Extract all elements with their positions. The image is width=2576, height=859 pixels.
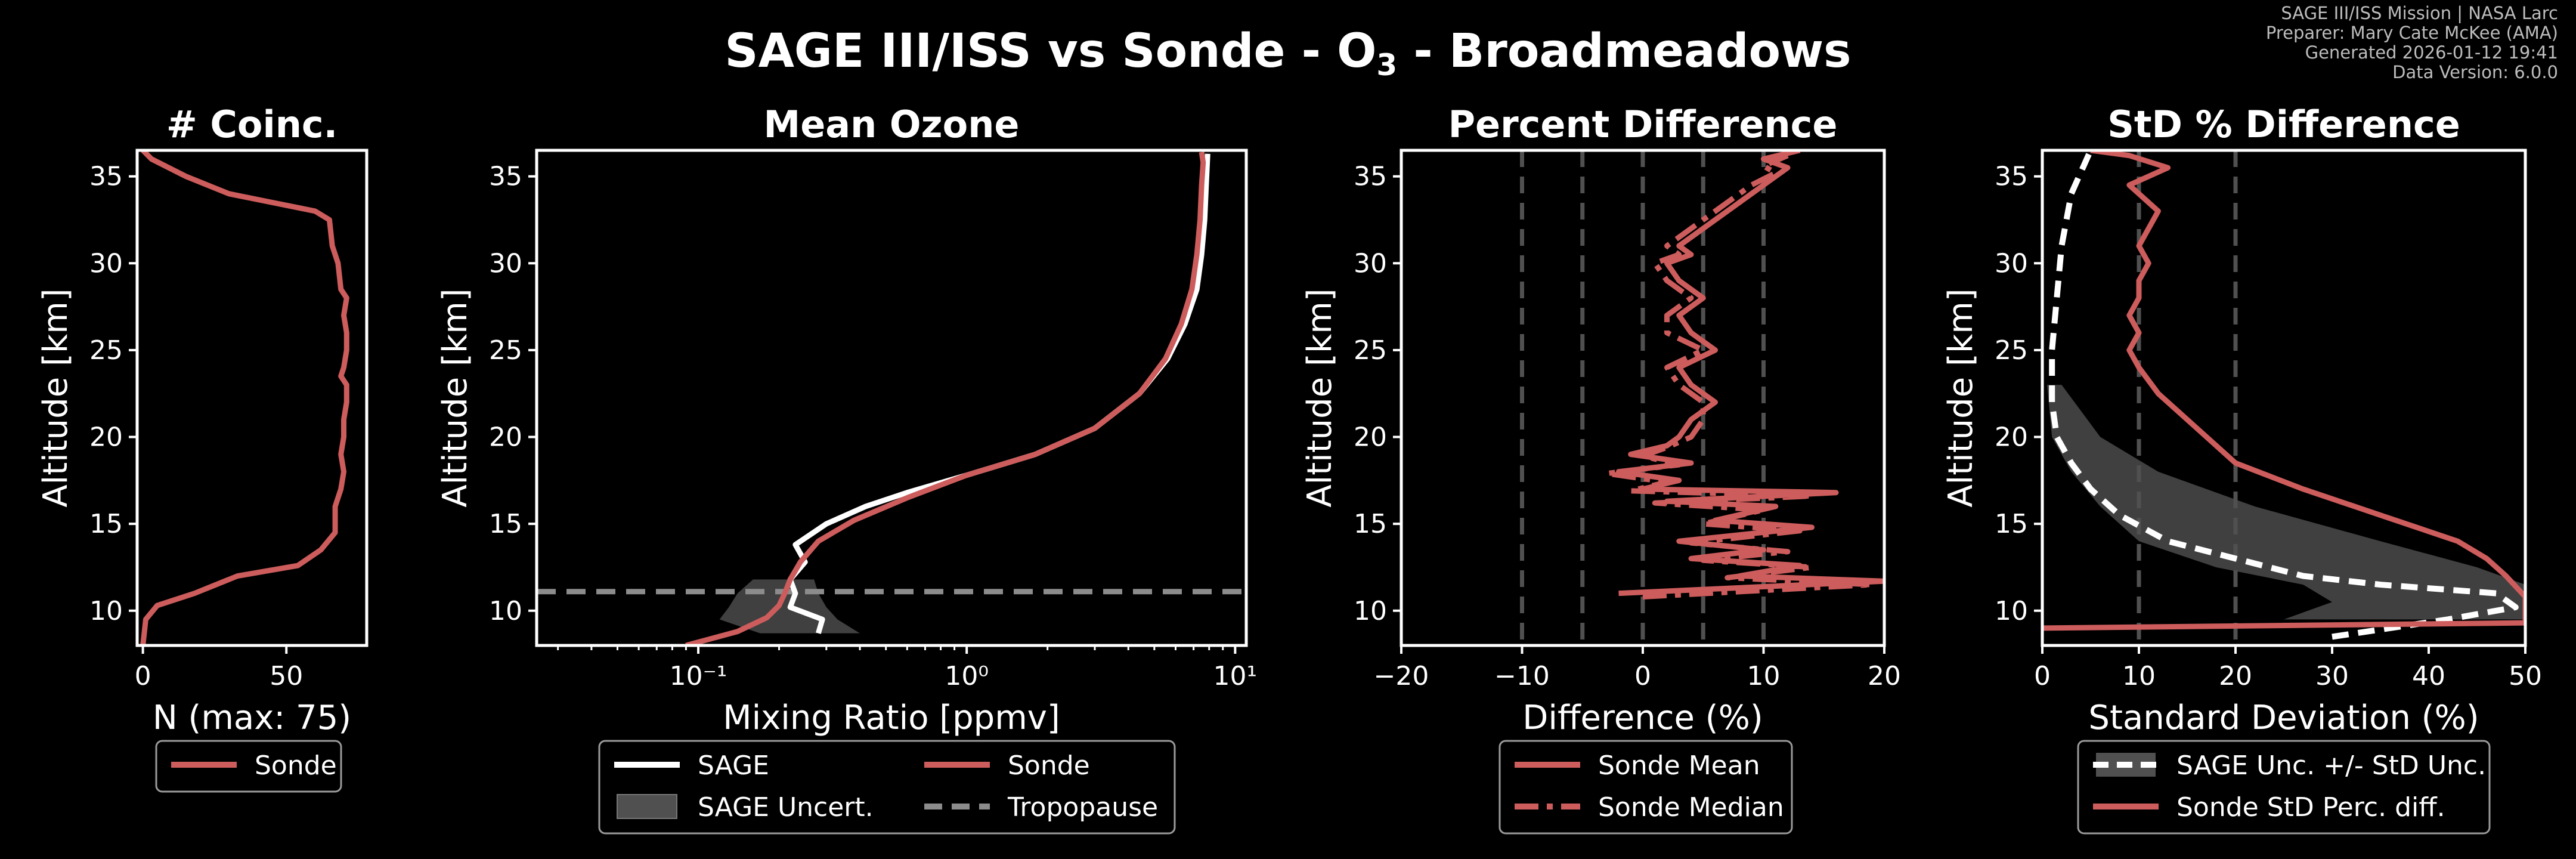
x-axis-label: Mixing Ratio [ppmv] xyxy=(723,699,1060,737)
ytick-label: 10 xyxy=(1354,596,1387,626)
panel-1: 10 15 20 25 30 35 0 50 # Coinc. N (max: 75) Altitu… xyxy=(36,103,369,793)
ytick-label: 25 xyxy=(1995,335,2028,366)
axes-frame xyxy=(535,149,1248,647)
axes-frame xyxy=(2041,149,2527,647)
x-axis-label: Standard Deviation (%) xyxy=(2088,699,2479,737)
plot-area-3 xyxy=(1520,150,1884,645)
figure-title: SAGE III/ISS vs Sonde - O3 - Broadmeadow… xyxy=(724,24,1851,82)
panel-title: StD % Difference xyxy=(2107,103,2460,146)
xtick-label: 0 xyxy=(2034,661,2051,691)
xtick-label: 10⁻¹ xyxy=(670,661,727,691)
ytick-label: 10 xyxy=(1995,596,2028,626)
ytick-label: 20 xyxy=(1995,422,2028,453)
ytick-label: 20 xyxy=(1354,422,1387,453)
meta-line-4: Data Version: 6.0.0 xyxy=(2392,62,2558,82)
band-sage-unc-band xyxy=(2047,385,2525,620)
legend-label: SAGE xyxy=(698,750,769,781)
legend-label: Sonde Mean xyxy=(1598,750,1760,781)
legend-label: Sonde xyxy=(255,750,337,781)
axes-frame xyxy=(135,149,369,647)
xtick-label: 30 xyxy=(2315,661,2349,691)
legend-label: SAGE Unc. +/- StD Unc. xyxy=(2176,750,2486,781)
panel-title: # Coinc. xyxy=(166,103,338,146)
meta-line-3: Generated 2026-01-12 19:41 xyxy=(2305,42,2558,63)
panel-title: Percent Difference xyxy=(1448,103,1838,146)
legend-label: Sonde StD Perc. diff. xyxy=(2176,792,2445,823)
legend-label: Sonde Median xyxy=(1598,792,1784,823)
series-sonde xyxy=(140,150,349,645)
ytick-label: 20 xyxy=(89,422,123,453)
xtick-label: 0 xyxy=(1634,661,1651,691)
plot-area-4 xyxy=(2042,150,2525,645)
xtick-label: −20 xyxy=(1374,661,1429,691)
ytick-label: 25 xyxy=(489,335,522,366)
series-sonde-mean xyxy=(1616,150,1884,597)
plot-area-1 xyxy=(140,150,349,645)
xtick-label: 50 xyxy=(2509,661,2542,691)
ytick-label: 35 xyxy=(89,162,123,192)
ytick-label: 15 xyxy=(489,509,522,539)
x-axis-label: Difference (%) xyxy=(1522,699,1763,737)
xtick-label: 10¹ xyxy=(1213,661,1258,691)
legend-swatch-uncert xyxy=(617,794,677,819)
panel-2: 10 15 20 25 30 35 10⁻¹ 10⁰ 10¹ Mean Ozone Mixing R… xyxy=(436,103,1258,835)
xtick-label: 40 xyxy=(2412,661,2445,691)
ytick-label: 30 xyxy=(89,248,123,279)
xtick-label: 0 xyxy=(135,661,151,691)
ytick-label: 10 xyxy=(89,596,123,626)
meta-line-1: SAGE III/ISS Mission | NASA Larc xyxy=(2281,3,2558,23)
ytick-label: 25 xyxy=(1354,335,1387,366)
legend-2: SAGE Sonde SAGE Uncert. Tropopause xyxy=(598,740,1176,835)
series-sonde-median xyxy=(1603,153,1875,600)
legend-box xyxy=(2077,740,2491,835)
ytick-label: 15 xyxy=(1995,509,2028,539)
xtick-label: 50 xyxy=(270,661,303,691)
x-axis-label: N (max: 75) xyxy=(153,699,351,737)
panel-4: 10 15 20 25 30 35 0 10 20 30 40 50 StD % Difference S… xyxy=(1942,103,2542,835)
y-axis-label: Altitude [km] xyxy=(436,288,475,507)
ytick-label: 15 xyxy=(1354,509,1387,539)
panel-3: 10 15 20 25 30 35 −20 −10 0 10 20 Percent Differenc… xyxy=(1301,103,1901,835)
series-sage-unc-std-unc- xyxy=(2049,150,2519,640)
xtick-label: 20 xyxy=(1868,661,1901,691)
meta-line-2: Preparer: Mary Cate McKee (AMA) xyxy=(2266,23,2558,43)
ytick-label: 30 xyxy=(1995,248,2028,279)
ytick-label: 25 xyxy=(89,335,123,366)
ytick-label: 35 xyxy=(1354,162,1387,192)
plot-area-2 xyxy=(537,152,1246,645)
legend-box xyxy=(598,740,1176,835)
xtick-label: 10⁰ xyxy=(945,661,989,691)
series-sonde-std-perc-diff- xyxy=(2042,150,2525,631)
y-axis-label: Altitude [km] xyxy=(1942,288,1980,507)
series-sonde xyxy=(685,152,1206,645)
legend-3: Sonde Mean Sonde Median xyxy=(1498,740,1793,835)
legend-label: Tropopause xyxy=(1007,792,1158,823)
xtick-label: 10 xyxy=(2122,661,2156,691)
xtick-label: 10 xyxy=(1747,661,1781,691)
ytick-label: 30 xyxy=(489,248,522,279)
ytick-label: 20 xyxy=(489,422,522,453)
ytick-label: 35 xyxy=(489,162,522,192)
xtick-label: −10 xyxy=(1494,661,1550,691)
legend-label: SAGE Uncert. xyxy=(698,792,874,823)
ytick-label: 10 xyxy=(489,596,522,626)
ytick-label: 35 xyxy=(1995,162,2028,192)
legend-label: Sonde xyxy=(1008,750,1090,781)
panel-title: Mean Ozone xyxy=(764,103,1020,146)
series-sage xyxy=(787,153,1210,634)
xtick-label: 20 xyxy=(2219,661,2252,691)
legend-1: Sonde xyxy=(155,740,342,793)
y-axis-label: Altitude [km] xyxy=(36,288,75,507)
ytick-label: 15 xyxy=(89,509,123,539)
legend-box xyxy=(155,740,342,793)
y-axis-label: Altitude [km] xyxy=(1301,288,1339,507)
ytick-label: 30 xyxy=(1354,248,1387,279)
legend-4: SAGE Unc. +/- StD Unc. Sonde StD Perc. di… xyxy=(2077,740,2491,835)
